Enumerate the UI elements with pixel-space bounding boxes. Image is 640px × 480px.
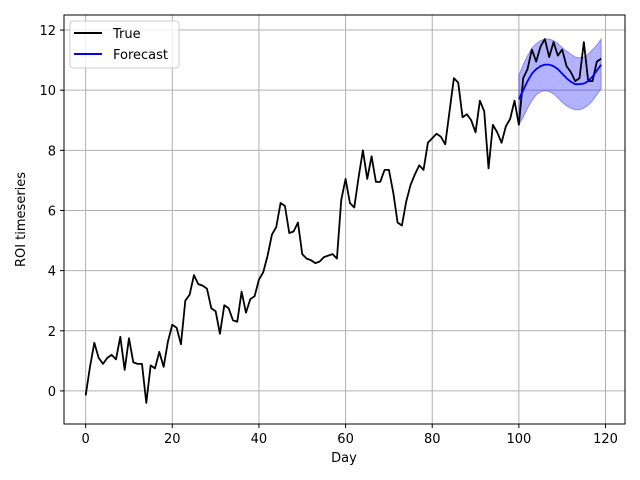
forecast-series-line: [518, 63, 602, 100]
x-axis-label: Day: [331, 451, 357, 466]
plot-frame: [63, 14, 626, 425]
forecast-confidence-band: [518, 37, 602, 127]
forecast-band: [518, 37, 602, 127]
x-tick-label: 60: [337, 432, 354, 447]
y-tick-label: 8: [48, 144, 56, 159]
y-tick-label: 2: [48, 325, 56, 340]
x-tick-label: 120: [593, 432, 618, 447]
legend-label-true: True: [112, 27, 141, 42]
y-tick-label: 4: [48, 265, 56, 280]
grid-lines: [64, 15, 625, 424]
x-tick-label: 100: [506, 432, 531, 447]
legend-label-forecast: Forecast: [113, 48, 168, 63]
y-tick-label: 0: [48, 385, 56, 400]
legend: True Forecast: [69, 20, 180, 69]
y-tick-label: 12: [39, 24, 56, 39]
x-tick-label: 0: [82, 432, 90, 447]
y-axis-label: ROI timeseries: [14, 172, 29, 267]
y-axis-ticks: 0 2 4 6 8 10 12: [39, 24, 64, 400]
x-tick-label: 40: [251, 432, 268, 447]
x-tick-label: 80: [424, 432, 441, 447]
series-lines: [84, 38, 602, 404]
true-series-line: [84, 38, 602, 404]
y-tick-label: 10: [39, 84, 56, 99]
x-axis-ticks: 0 20 40 60 80 100 120: [82, 424, 618, 447]
y-tick-label: 6: [48, 204, 56, 219]
x-tick-label: 20: [164, 432, 181, 447]
